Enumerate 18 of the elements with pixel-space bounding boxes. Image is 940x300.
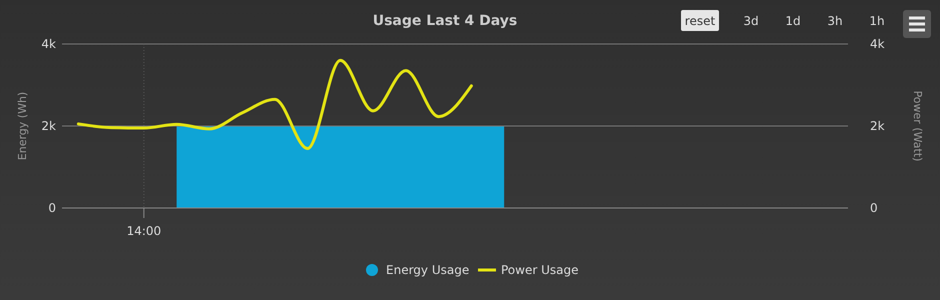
legend-label: Power Usage (501, 263, 578, 277)
y-tick-label: 2k (41, 119, 56, 133)
y2-tick-label: 4k (870, 37, 885, 51)
legend-label: Energy Usage (386, 263, 470, 277)
text: 1h (869, 14, 885, 28)
text: 3d (743, 14, 759, 28)
y2-tick-label: 2k (870, 119, 885, 133)
chart-title: Usage Last 4 Days (372, 13, 518, 29)
text: 3h (827, 14, 843, 28)
y-axis-title: Energy (Wh) (16, 92, 29, 160)
line-series (76, 58, 473, 150)
text: 1d (785, 14, 801, 28)
x-tick-label: 14:00 (126, 224, 162, 238)
y-tick-label: 4k (41, 37, 56, 51)
text: reset (684, 14, 716, 28)
y-tick-label: 0 (48, 201, 56, 215)
y2-tick-label: 0 (870, 201, 878, 215)
y2-axis-title: Power (Watt) (911, 90, 924, 162)
